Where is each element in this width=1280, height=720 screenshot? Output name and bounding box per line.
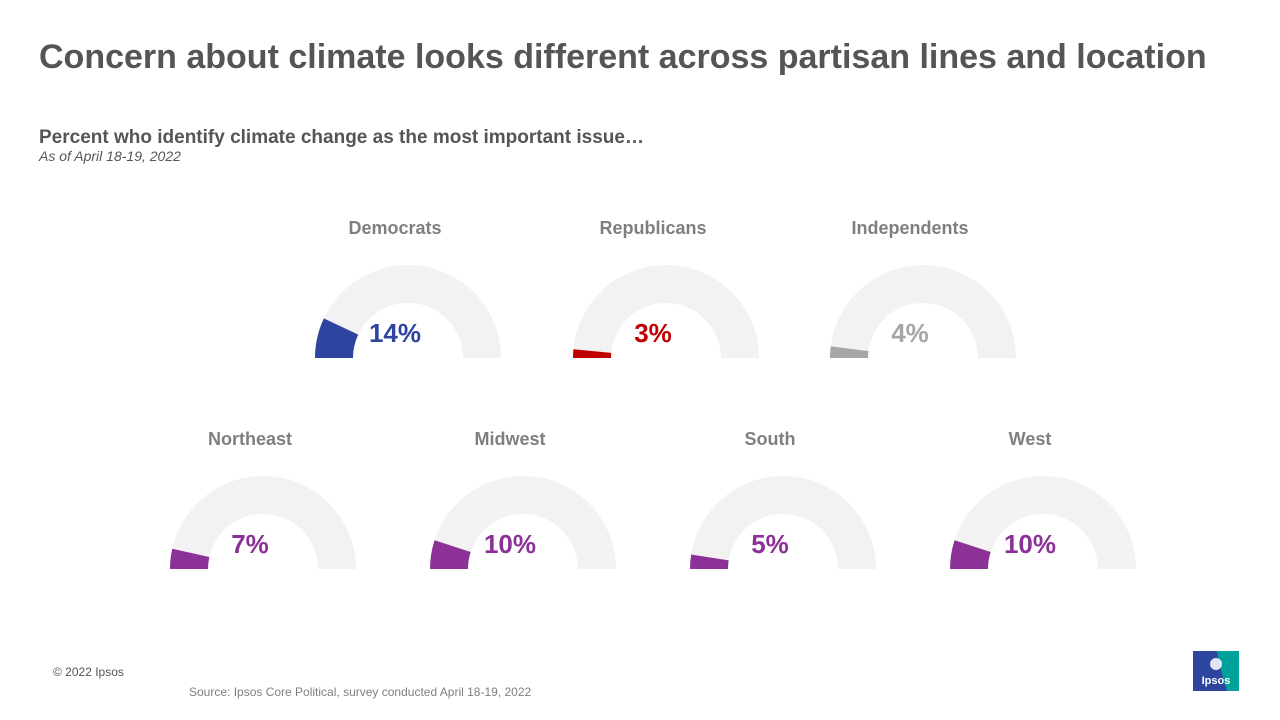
logo-text: Ipsos xyxy=(1201,675,1231,687)
gauge-fill-south xyxy=(690,554,729,569)
gauge-independents: Independents 4% xyxy=(810,218,1016,378)
ipsos-logo: Ipsos xyxy=(1193,651,1239,691)
gauge-fill-midwest xyxy=(430,540,471,569)
gauge-northeast: Northeast 7% xyxy=(150,429,356,589)
gauge-value: 4% xyxy=(891,318,929,348)
gauge-svg xyxy=(573,265,759,358)
gauge-value: 7% xyxy=(231,529,269,559)
gauge-midwest: Midwest 10% xyxy=(410,429,616,589)
gauge-value: 14% xyxy=(368,318,422,348)
gauge-track xyxy=(430,476,616,569)
gauge-label: Midwest xyxy=(474,429,546,449)
gauge-svg xyxy=(430,476,616,569)
gauge-svg xyxy=(315,265,501,358)
gauge-svg xyxy=(950,476,1136,569)
gauge-fill-independents xyxy=(830,346,869,358)
gauge-track xyxy=(950,476,1136,569)
page-title: Concern about climate looks different ac… xyxy=(39,38,1207,76)
gauge-label: Republicans xyxy=(599,218,707,238)
gauge-label: West xyxy=(1008,429,1052,449)
as-of-date: As of April 18-19, 2022 xyxy=(39,148,181,164)
ipsos-logo-icon xyxy=(1193,651,1239,691)
gauge-west: West 10% xyxy=(930,429,1136,589)
gauge-track xyxy=(315,265,501,358)
gauge-fill-west xyxy=(950,540,991,569)
gauge-fill-democrats xyxy=(315,318,359,358)
gauge-track xyxy=(573,265,759,358)
chart-subtitle: Percent who identify climate change as t… xyxy=(39,127,644,148)
gauge-svg xyxy=(170,476,356,569)
gauge-label: South xyxy=(744,429,796,449)
gauge-democrats: Democrats 14% xyxy=(295,218,501,378)
gauge-fill-northeast xyxy=(170,548,210,569)
gauge-track xyxy=(690,476,876,569)
gauge-south: South 5% xyxy=(670,429,876,589)
source-note: Source: Ipsos Core Political, survey con… xyxy=(189,685,532,699)
gauge-track xyxy=(170,476,356,569)
gauge-label: Northeast xyxy=(207,429,292,449)
gauge-label: Democrats xyxy=(348,218,442,238)
gauge-svg xyxy=(690,476,876,569)
gauge-value: 5% xyxy=(751,529,789,559)
gauge-fill-republicans xyxy=(573,349,612,358)
gauge-svg xyxy=(830,265,1016,358)
copyright-notice: © 2022 Ipsos xyxy=(53,665,124,679)
gauge-label: Independents xyxy=(851,218,969,238)
gauge-value: 10% xyxy=(483,529,537,559)
gauge-value: 3% xyxy=(634,318,672,348)
gauge-republicans: Republicans 3% xyxy=(553,218,759,378)
gauge-track xyxy=(830,265,1016,358)
gauge-value: 10% xyxy=(1003,529,1057,559)
